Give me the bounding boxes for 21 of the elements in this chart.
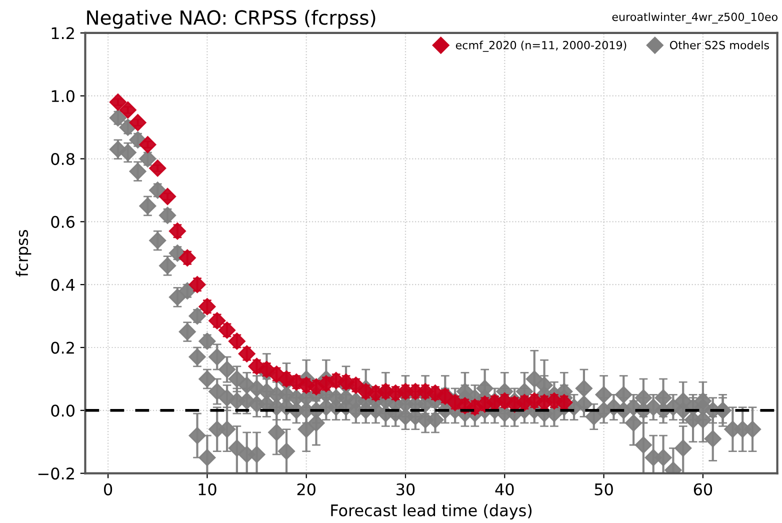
x-axis-title: Forecast lead time (days) [331,504,532,520]
legend-label: ecmf_2020 (n=11, 2000-2019) [456,40,626,52]
y-tick-label: 1.0 [52,90,74,102]
x-tick-label: 0 [104,483,112,496]
y-tick-label: 1.2 [52,27,74,40]
y-tick-label: 0.2 [51,342,74,354]
y-axis-title: fcrpss [16,230,32,277]
x-tick-label: 40 [495,483,514,496]
x-tick-label: 60 [694,483,712,496]
y-tick-label: 0.8 [51,152,74,166]
x-tick-label: 10 [198,483,216,496]
chart-title: Negative NAO: CRPSS (fcrpss) [87,10,376,29]
y-tick-label: 0.6 [51,216,75,228]
x-tick-label: 20 [297,483,316,496]
y-tick-label: 0.4 [51,278,75,291]
y-tick-label: 0.0 [51,404,74,417]
legend-label: Other S2S models [670,40,769,50]
y-tick-label: −0.2 [38,468,74,480]
x-tick-label: 50 [594,483,613,496]
text: euroatlwinter_4wr_z500_10eo [612,12,778,24]
x-tick-label: 30 [396,483,415,496]
